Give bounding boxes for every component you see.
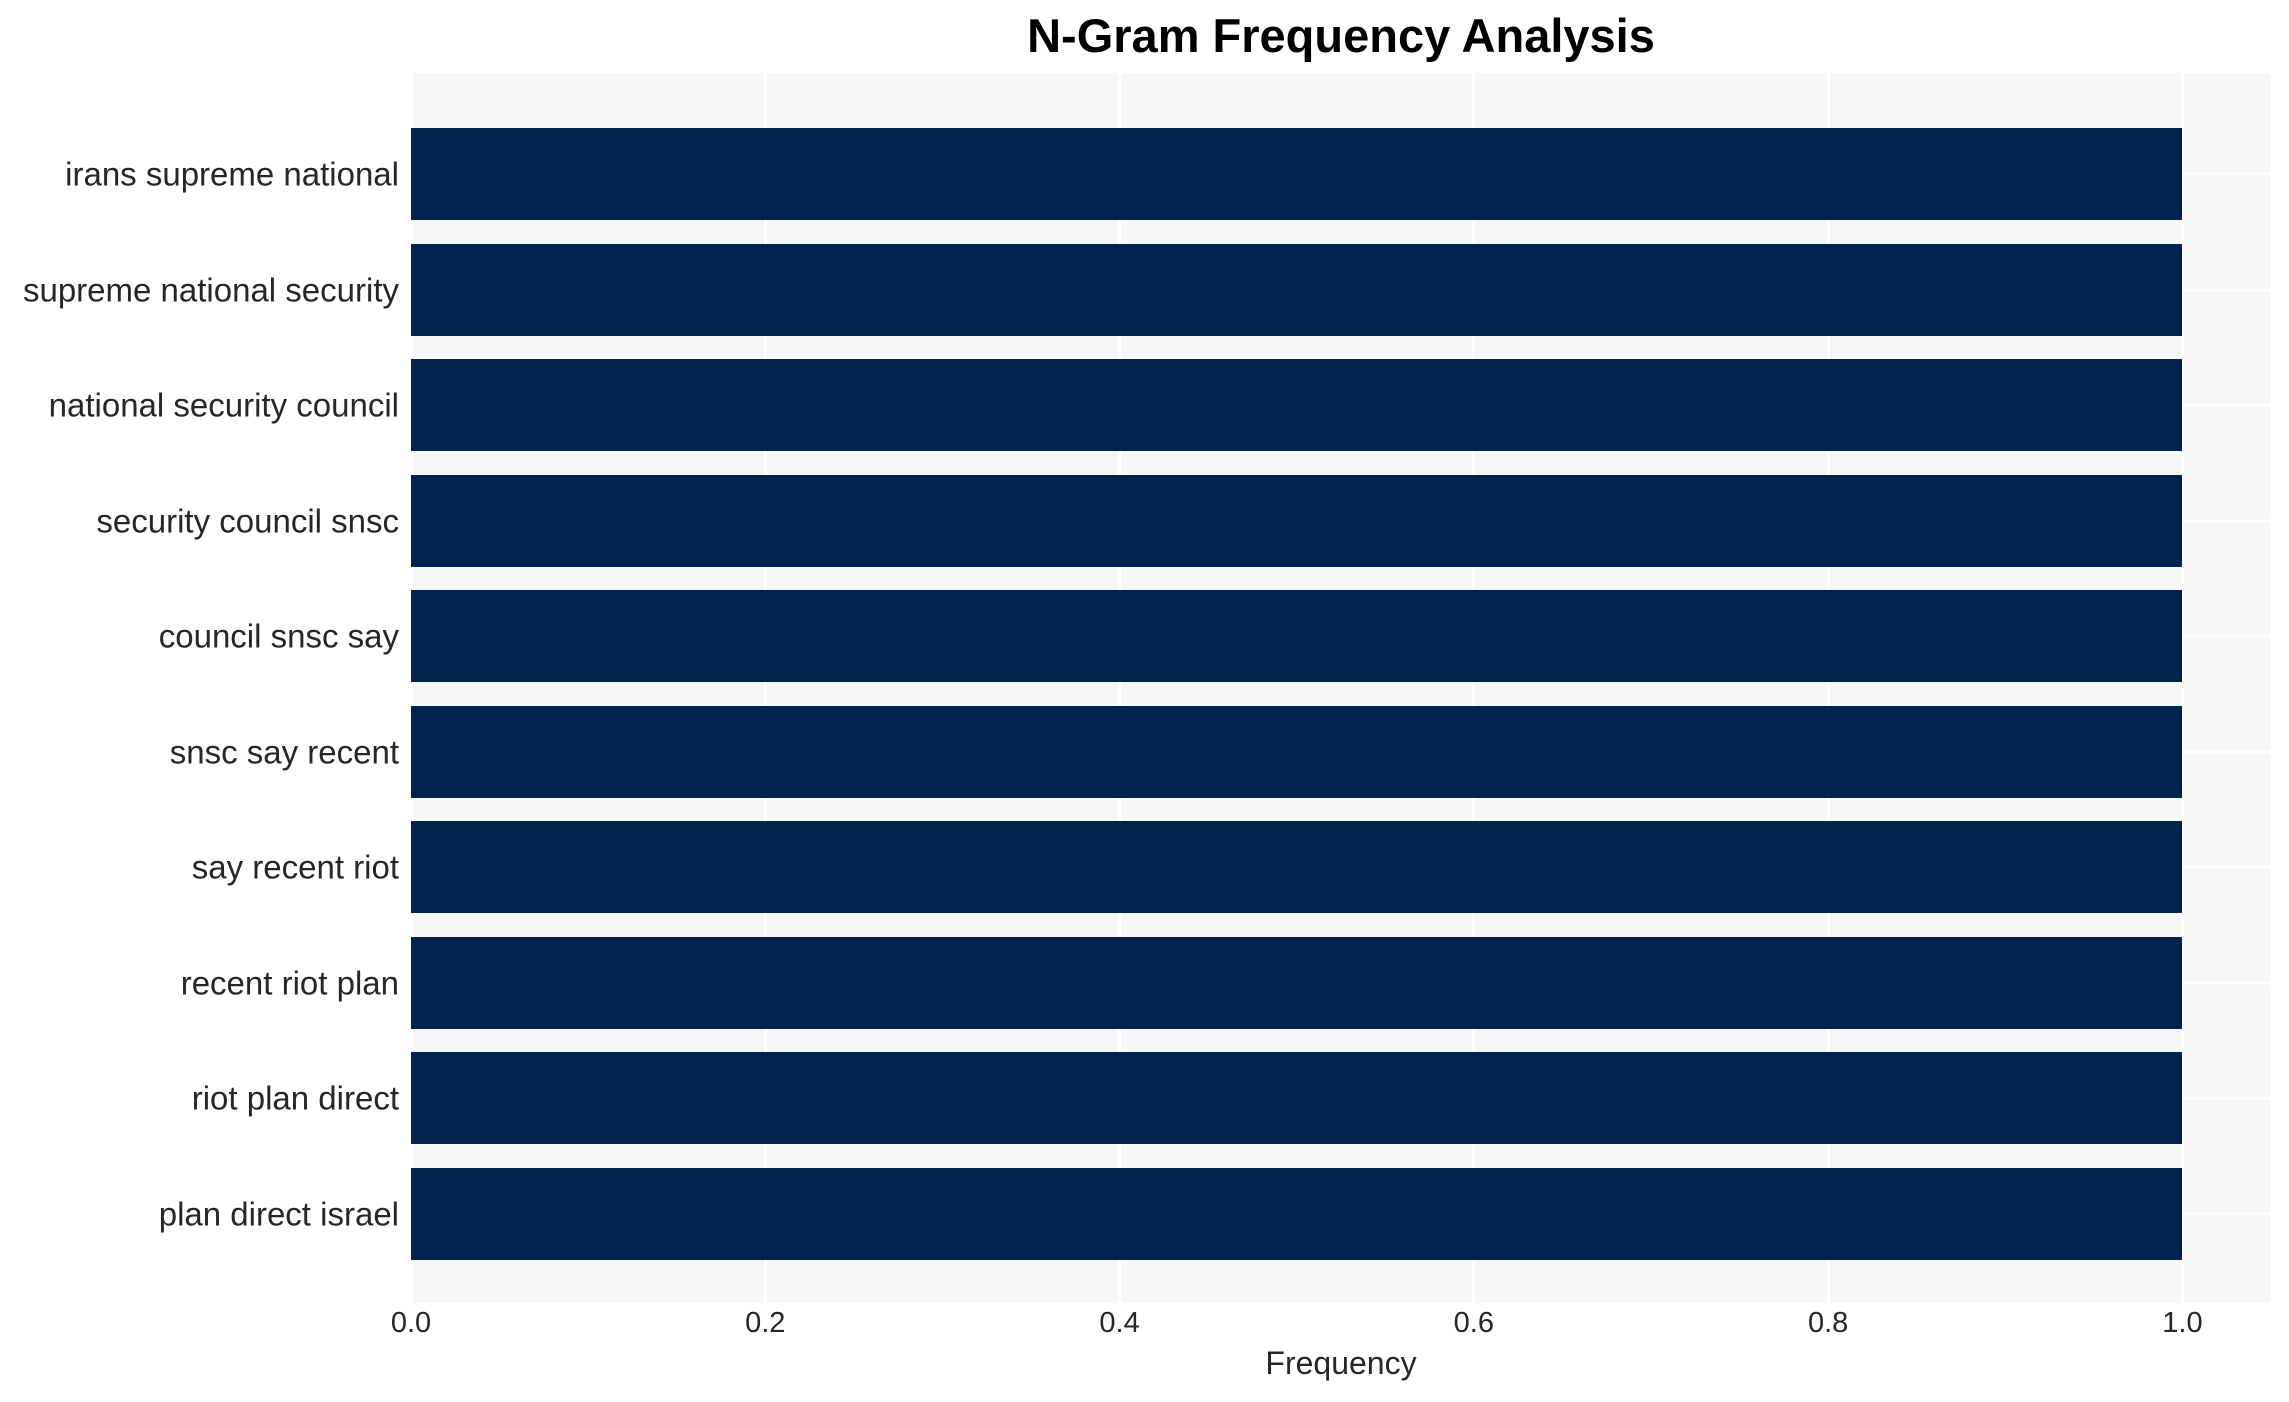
gridline <box>763 73 767 1303</box>
bar <box>411 474 2183 567</box>
bar-row: irans supreme national <box>65 128 2271 220</box>
bar <box>411 1167 2183 1260</box>
x-axis-title: Frequency <box>1265 1345 1417 1381</box>
bar-row: national security council <box>49 359 2271 452</box>
x-axis-tick-label: 0.8 <box>1807 1307 1849 1339</box>
bar-row: plan direct israel <box>159 1167 2271 1260</box>
bar <box>411 128 2183 220</box>
bar-row: recent riot plan <box>181 936 2271 1029</box>
plot-area: irans supreme national supreme national s… <box>23 73 2271 1303</box>
bar-row: council snsc say <box>159 590 2271 683</box>
y-axis-label: snsc say recent <box>169 733 399 771</box>
bar <box>411 821 2183 914</box>
bar <box>411 936 2183 1029</box>
gridline <box>1118 73 1122 1303</box>
chart-title: N-Gram Frequency Analysis <box>1027 9 1655 62</box>
y-axis-label: security council snsc <box>96 502 399 540</box>
bar-rows: irans supreme national supreme national s… <box>23 128 2271 1260</box>
bar-row: say recent riot <box>192 821 2271 914</box>
gridline <box>1472 73 1476 1303</box>
y-axis-label: say recent riot <box>191 848 399 886</box>
bar-row: security council snsc <box>96 474 2271 567</box>
x-axis-tick-labels: 0.0 0.2 0.4 0.6 0.8 1.0 <box>391 1307 2271 1345</box>
bar <box>411 243 2183 336</box>
bar <box>411 1052 2183 1145</box>
x-axis-tick-label: 1.0 <box>2162 1307 2203 1339</box>
y-axis-label: national security council <box>48 386 399 424</box>
y-axis-label: council snsc say <box>158 617 399 655</box>
y-axis-label: plan direct israel <box>158 1195 399 1233</box>
y-axis-label: supreme national security <box>22 271 399 309</box>
bar <box>411 705 2183 798</box>
bar <box>411 359 2183 452</box>
bar <box>411 590 2183 683</box>
x-axis-tick-label: 0.0 <box>390 1307 432 1339</box>
bar-row: supreme national security <box>23 243 2271 336</box>
gridline <box>1826 73 1830 1303</box>
y-axis-label: recent riot plan <box>180 964 399 1002</box>
y-axis-label: riot plan direct <box>191 1079 399 1117</box>
gridline <box>409 73 413 1303</box>
x-axis-tick-label: 0.2 <box>745 1307 786 1339</box>
bar-row: riot plan direct <box>192 1052 2271 1145</box>
gridline <box>2180 73 2184 1303</box>
bar-row: snsc say recent <box>170 705 2271 798</box>
x-axis-tick-label: 0.4 <box>1099 1307 1140 1339</box>
y-axis-label: irans supreme national <box>65 155 399 193</box>
x-axis-tick-label: 0.6 <box>1453 1307 1495 1339</box>
